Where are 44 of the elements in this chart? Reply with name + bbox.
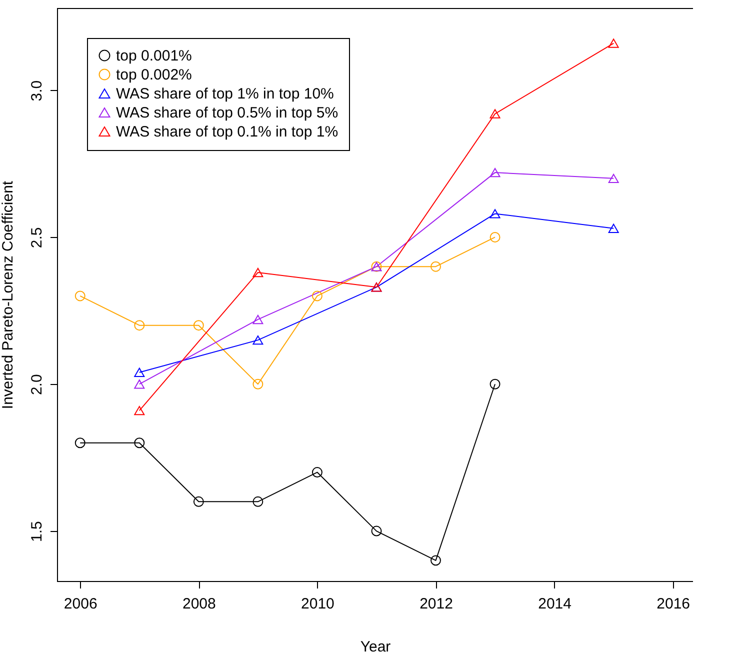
x-tick-label: 2008 <box>182 596 216 612</box>
y-tick-label: 1.5 <box>28 521 46 542</box>
point <box>371 526 382 536</box>
x-tick-label: 2010 <box>301 596 334 612</box>
point <box>134 380 145 389</box>
point <box>608 174 619 184</box>
x-axis-title: Year <box>360 638 391 656</box>
point <box>490 209 500 218</box>
legend-label: top 0.002% <box>116 66 192 84</box>
point <box>252 268 264 278</box>
point <box>490 378 500 390</box>
point <box>252 496 264 507</box>
point <box>608 224 619 233</box>
legend-label: WAS share of top 0.1% in top 1% <box>116 124 338 140</box>
point <box>193 320 204 331</box>
point <box>608 38 619 48</box>
point <box>74 290 86 302</box>
y-tick-label: 3.0 <box>28 80 46 102</box>
point <box>134 406 145 416</box>
point <box>312 467 322 478</box>
point <box>312 290 322 302</box>
point <box>490 232 500 242</box>
x-tick-label: 2006 <box>64 596 98 612</box>
point <box>430 555 441 566</box>
y-tick-label: 2.5 <box>28 227 46 248</box>
point <box>74 438 86 448</box>
point <box>490 109 500 118</box>
point <box>490 168 500 178</box>
x-tick-label: 2016 <box>656 596 690 612</box>
legend-label: WAS share of top 0.5% in top 5% <box>116 104 338 122</box>
y-axis-title: Inverted Pareto-Lorenz Coefficient <box>0 180 16 410</box>
x-tick-label: 2012 <box>420 596 453 612</box>
point <box>430 261 441 272</box>
point <box>134 368 145 377</box>
point <box>193 496 204 507</box>
legend-label: WAS share of top 1% in top 10% <box>116 86 334 102</box>
point <box>252 335 264 345</box>
legend-label: top 0.001% <box>116 48 192 64</box>
point <box>134 320 145 331</box>
point <box>252 378 264 390</box>
point <box>134 438 145 448</box>
point <box>252 314 264 324</box>
x-tick-label: 2014 <box>538 596 572 612</box>
y-tick-label: 2.0 <box>28 374 46 396</box>
